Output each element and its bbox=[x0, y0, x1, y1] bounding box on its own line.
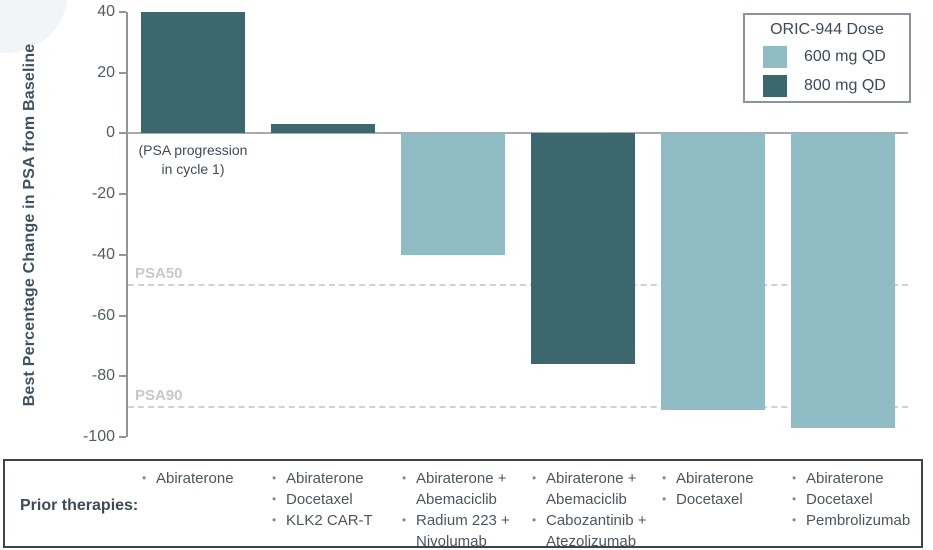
y-axis-tick-label: 20 bbox=[97, 63, 115, 81]
y-axis-tick-label: -100 bbox=[82, 428, 115, 445]
prior-therapies-col-3: • Abiraterone + Abemaciclib • Radium 223 + … bbox=[401, 468, 529, 550]
bullet-icon: • bbox=[402, 513, 407, 527]
prior-therapies-col-5: • Abiraterone • Docetaxel bbox=[661, 468, 789, 510]
legend-item-label: 800 mg QD bbox=[804, 77, 886, 94]
therapy-item: • Docetaxel bbox=[271, 489, 399, 510]
prior-therapies-col-6: • Abiraterone • Docetaxel • Pembrolizumab bbox=[791, 468, 919, 531]
bar-patient-5 bbox=[661, 133, 765, 410]
bullet-icon: • bbox=[792, 471, 797, 485]
legend-item: 600 mg QD bbox=[763, 46, 909, 68]
psa-progression-note-line: in cycle 1) bbox=[161, 161, 225, 178]
legend-items: 600 mg QD 800 mg QD bbox=[745, 46, 909, 97]
therapy-item: • Abiraterone + Abemaciclib bbox=[531, 468, 659, 510]
y-axis-tick bbox=[119, 71, 126, 74]
therapy-item: • Pembrolizumab bbox=[791, 510, 919, 531]
therapy-item: • Docetaxel bbox=[791, 489, 919, 510]
prior-therapies-col-4: • Abiraterone + Abemaciclib • Cabozantinib … bbox=[531, 468, 659, 550]
bullet-icon: • bbox=[142, 471, 147, 485]
bullet-icon: • bbox=[792, 513, 797, 527]
therapy-item: • Abiraterone bbox=[141, 468, 269, 489]
therapy-name: Abiraterone + Abemaciclib bbox=[546, 470, 637, 508]
therapy-name: Abiraterone bbox=[676, 470, 754, 487]
therapy-name: Docetaxel bbox=[286, 491, 353, 508]
y-axis-line bbox=[126, 12, 128, 437]
therapy-item: • Abiraterone bbox=[791, 468, 919, 489]
bar-patient-1 bbox=[141, 12, 245, 134]
bar-patient-3 bbox=[401, 133, 505, 255]
therapy-item: • Cabozantinib + Atezolizumab bbox=[531, 510, 659, 550]
therapy-item: • KLK2 CAR-T bbox=[271, 510, 399, 531]
therapy-name: Abiraterone bbox=[156, 470, 234, 487]
y-axis-tick-label: 40 bbox=[97, 3, 115, 20]
bar-patient-6 bbox=[791, 133, 895, 428]
bullet-icon: • bbox=[402, 471, 407, 485]
legend-item: 800 mg QD bbox=[763, 75, 909, 97]
psa-progression-note-line: (PSA progression bbox=[138, 142, 248, 159]
bullet-icon: • bbox=[272, 513, 277, 527]
prior-therapies-label: Prior therapies: bbox=[20, 497, 139, 514]
bullet-icon: • bbox=[662, 492, 667, 506]
y-axis-tick-label: 0 bbox=[106, 124, 115, 142]
therapy-name: Pembrolizumab bbox=[806, 512, 911, 529]
y-axis-tick bbox=[119, 253, 126, 256]
prior-therapies-col-1: • Abiraterone bbox=[141, 468, 269, 489]
y-axis-tick bbox=[119, 132, 126, 135]
therapy-name: KLK2 CAR-T bbox=[286, 512, 373, 529]
prior-therapies-col-2: • Abiraterone • Docetaxel • KLK2 CAR-T bbox=[271, 468, 399, 531]
bar-patient-2 bbox=[271, 124, 375, 134]
bullet-icon: • bbox=[662, 471, 667, 485]
bullet-icon: • bbox=[272, 492, 277, 506]
reference-line-psa90 bbox=[128, 405, 908, 408]
legend-title: ORIC-944 Dose bbox=[770, 21, 884, 38]
bullet-icon: • bbox=[532, 471, 537, 485]
y-axis-tick-label: -40 bbox=[91, 245, 115, 263]
reference-line-psa50 bbox=[128, 284, 908, 287]
bar-patient-4 bbox=[531, 133, 635, 365]
therapy-item: • Radium 223 + Nivolumab bbox=[401, 510, 529, 550]
legend-swatch bbox=[763, 75, 787, 97]
therapy-item: • Abiraterone bbox=[661, 468, 789, 489]
y-axis-tick bbox=[119, 314, 126, 317]
y-axis-tick bbox=[119, 193, 126, 196]
legend-swatch bbox=[763, 46, 787, 68]
therapy-name: Abiraterone bbox=[286, 470, 364, 487]
therapy-name: Abiraterone bbox=[806, 470, 884, 487]
legend-item-label: 600 mg QD bbox=[804, 48, 886, 65]
therapy-item: • Docetaxel bbox=[661, 489, 789, 510]
therapy-name: Radium 223 + Nivolumab bbox=[416, 512, 510, 550]
y-axis-tick-label: -80 bbox=[91, 367, 115, 385]
therapy-item: • Abiraterone + Abemaciclib bbox=[401, 468, 529, 510]
bullet-icon: • bbox=[792, 492, 797, 506]
therapy-name: Cabozantinib + Atezolizumab bbox=[546, 512, 647, 550]
prior-therapies-table: Prior therapies: • Abiraterone • Abirateron… bbox=[3, 459, 923, 550]
reference-label-psa50: PSA50 bbox=[135, 265, 183, 283]
bullet-icon: • bbox=[272, 471, 277, 485]
therapy-name: Docetaxel bbox=[806, 491, 873, 508]
y-axis-label: Best Percentage Change in PSA from Basel… bbox=[21, 43, 38, 407]
psa-progression-note: (PSA progression in cycle 1) bbox=[98, 141, 288, 179]
y-axis-tick-label: -20 bbox=[91, 185, 115, 203]
therapy-item: • Abiraterone bbox=[271, 468, 399, 489]
reference-label-psa90: PSA90 bbox=[135, 386, 183, 404]
therapy-name: Docetaxel bbox=[676, 491, 743, 508]
therapy-name: Abiraterone + Abemaciclib bbox=[416, 470, 507, 508]
y-axis-tick-label: -60 bbox=[91, 306, 115, 324]
y-axis-tick bbox=[119, 11, 126, 13]
dose-legend: ORIC-944 Dose 600 mg QD 800 mg QD bbox=[743, 13, 911, 103]
bullet-icon: • bbox=[532, 513, 537, 527]
y-axis-tick bbox=[119, 375, 126, 378]
y-axis-tick bbox=[119, 436, 126, 438]
zero-baseline bbox=[128, 132, 908, 135]
